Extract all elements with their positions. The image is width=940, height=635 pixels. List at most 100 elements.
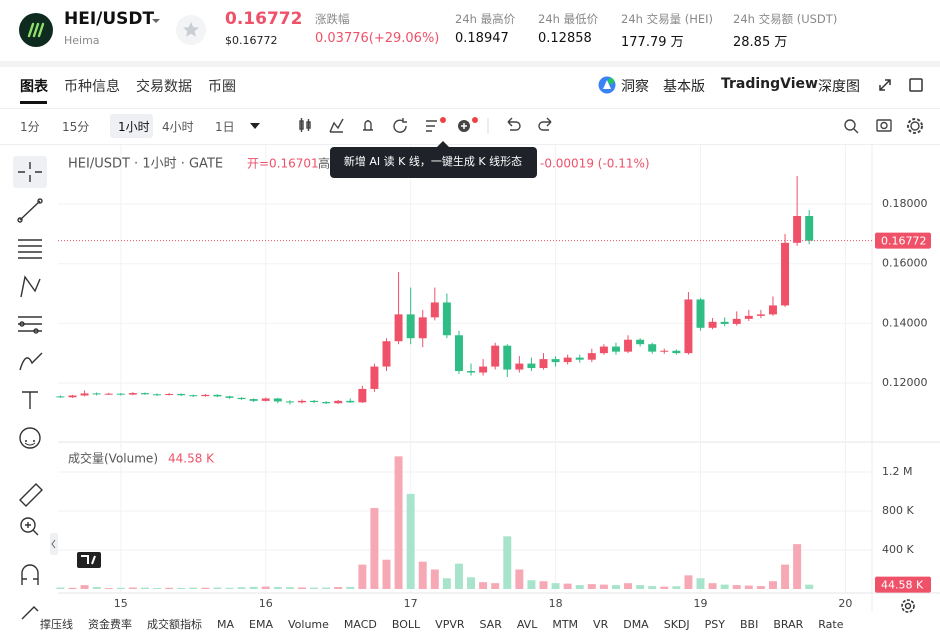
candle-body: [672, 350, 681, 354]
candle-body: [805, 215, 814, 241]
x-tick-label: 16: [259, 597, 273, 610]
search-icon[interactable]: [844, 119, 856, 131]
volume-bar: [177, 587, 186, 589]
tab[interactable]: 币种信息: [64, 79, 120, 95]
volume-bar: [539, 581, 548, 589]
right-link[interactable]: 基本版: [663, 79, 705, 95]
zoom-tool[interactable]: [20, 517, 36, 533]
candle-body: [285, 401, 294, 403]
candle-body: [744, 315, 753, 319]
symbol[interactable]: HEI/USDT: [64, 9, 155, 29]
volume-bar: [430, 569, 439, 589]
tab[interactable]: 交易数据: [136, 79, 192, 95]
volume-bar: [322, 587, 331, 589]
timeframe[interactable]: 1日: [215, 120, 235, 134]
volume-bar: [442, 578, 451, 589]
volume-bar: [732, 585, 741, 589]
right-link[interactable]: 洞察: [621, 79, 649, 95]
indicator[interactable]: MA: [217, 617, 235, 631]
volume-tick-label: 400 K: [882, 543, 914, 556]
indicator[interactable]: MACD: [343, 617, 377, 631]
indicator[interactable]: BBI: [739, 617, 759, 631]
redo-icon[interactable]: [538, 117, 552, 131]
trend-line-tool[interactable]: [19, 200, 41, 221]
indicator[interactable]: VPVR: [435, 617, 465, 631]
window-icon[interactable]: [908, 77, 924, 93]
indicator[interactable]: SAR: [479, 617, 502, 631]
last-price: 0.16772: [225, 9, 303, 29]
indicator[interactable]: BRAR: [773, 617, 804, 631]
candle-icon[interactable]: [299, 118, 311, 132]
volume-bar: [648, 586, 657, 589]
timeframe-caret[interactable]: [250, 123, 260, 129]
candle-body: [225, 396, 234, 398]
candle-body: [551, 359, 560, 363]
candle-body: [648, 344, 657, 352]
tab[interactable]: 图表: [20, 79, 48, 95]
indicator[interactable]: MTM: [552, 617, 579, 631]
timeframe[interactable]: 1分: [20, 120, 40, 134]
stat-value: 28.85 万: [733, 35, 788, 50]
ruler-tool[interactable]: [19, 483, 43, 507]
indicator[interactable]: Rate: [818, 617, 844, 631]
volume-bar: [56, 587, 65, 589]
volume-bar: [116, 587, 125, 589]
open-label: 开=0.16701: [247, 157, 319, 171]
tooltip-arrow: [437, 141, 449, 147]
candle-body: [237, 397, 246, 400]
ai-icon[interactable]: [426, 120, 437, 132]
text-tool[interactable]: [22, 391, 38, 409]
indicator[interactable]: VR: [593, 617, 609, 631]
undo-icon[interactable]: [507, 117, 521, 131]
volume-bar: [237, 587, 246, 589]
lock-tool[interactable]: [21, 606, 39, 620]
chart-settings-icon[interactable]: [898, 596, 918, 616]
indicator[interactable]: Volume: [287, 617, 329, 631]
crosshair-tool[interactable]: [18, 162, 42, 182]
replay-icon[interactable]: [393, 118, 407, 133]
indicator[interactable]: SKDJ: [663, 617, 690, 631]
favorite-star[interactable]: [175, 14, 207, 46]
timeframe[interactable]: 1小时: [118, 120, 150, 134]
indicator[interactable]: 撑压线: [40, 618, 73, 631]
volume-bar: [611, 585, 620, 589]
indicator-icon[interactable]: [329, 118, 344, 133]
volume-bar: [503, 536, 512, 589]
timeframe[interactable]: 4小时: [162, 120, 194, 134]
fullscreen-icon[interactable]: [877, 77, 893, 93]
right-link[interactable]: TradingView: [721, 76, 818, 92]
collapse-handle[interactable]: [50, 533, 58, 555]
pattern-tool[interactable]: [20, 275, 41, 298]
indicator[interactable]: BOLL: [391, 617, 421, 631]
volume-bar: [92, 587, 101, 589]
volume-bar: [696, 578, 705, 589]
right-link[interactable]: 深度图: [818, 79, 860, 95]
volume-bar: [382, 559, 391, 589]
indicator[interactable]: EMA: [249, 617, 273, 631]
volume-bar: [334, 587, 343, 589]
magnet-tool[interactable]: [21, 564, 39, 585]
parallel-tool[interactable]: [18, 239, 42, 259]
volume-bar: [768, 581, 777, 589]
insight-icon[interactable]: [598, 76, 616, 94]
indicator[interactable]: DMA: [623, 617, 649, 631]
indicator[interactable]: AVL: [516, 617, 538, 631]
alert-icon[interactable]: [363, 120, 373, 131]
candle-body: [104, 393, 113, 395]
brush-tool[interactable]: [19, 352, 43, 371]
volume-bar: [128, 587, 137, 589]
indicator[interactable]: 资金费率: [88, 618, 132, 631]
tv-watermark: [77, 552, 101, 568]
tab[interactable]: 币圈: [208, 79, 236, 95]
indicator[interactable]: PSY: [704, 617, 725, 631]
emoji-tool[interactable]: [19, 427, 41, 449]
timeframe[interactable]: 15分: [62, 120, 90, 134]
indicator[interactable]: 成交额指标: [147, 618, 202, 631]
x-tick-label: 18: [549, 597, 563, 610]
candle-body: [527, 363, 536, 369]
camera-icon[interactable]: [876, 119, 892, 132]
settings-icon[interactable]: [910, 121, 920, 131]
symbol-caret[interactable]: [150, 16, 162, 26]
volume-bar: [515, 569, 524, 589]
